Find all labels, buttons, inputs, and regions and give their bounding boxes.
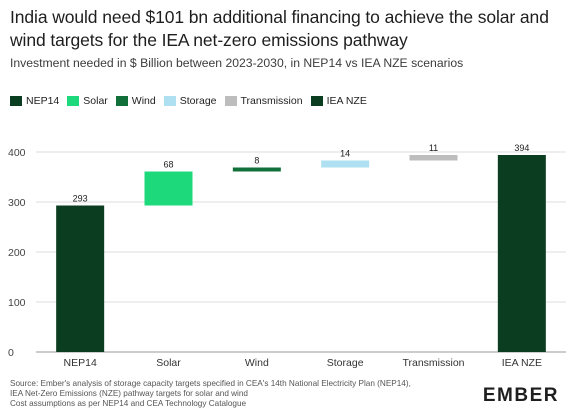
x-tick-label: Storage [327, 357, 364, 369]
legend-label: Wind [131, 95, 156, 107]
legend-swatch [163, 96, 176, 106]
bar-iea-nze [497, 155, 546, 352]
legend-item-4: Transmission [224, 95, 303, 107]
legend-item-3: Storage [163, 95, 217, 107]
legend-label: IEA NZE [326, 95, 367, 107]
chart-title: India would need $101 bn additional fina… [10, 7, 549, 50]
bar-nep14 [56, 205, 105, 352]
data-label: 8 [254, 156, 259, 166]
legend-swatch [115, 96, 128, 106]
ember-logo: EMBER [482, 385, 559, 406]
source-line-2: IEA Net-Zero Emissions (NZE) pathway tar… [10, 389, 248, 398]
source-line-3: Cost assumptions as per NEP14 and CEA Te… [10, 399, 247, 408]
y-tick-label: 300 [8, 197, 26, 209]
legend-label: Transmission [240, 95, 303, 107]
legend-label: Storage [179, 95, 217, 107]
chart-subtitle: Investment needed in $ Billion between 2… [10, 56, 464, 70]
legend-swatch [224, 96, 237, 106]
legend-swatch [67, 96, 80, 106]
bar-storage [321, 160, 370, 168]
legend-item-2: Wind [115, 95, 156, 107]
legend-item-0: NEP14 [10, 95, 59, 107]
y-tick-label: 400 [8, 147, 26, 159]
bar-solar [144, 171, 193, 206]
x-tick-label: IEA NZE [502, 357, 542, 369]
y-tick-label: 0 [8, 347, 14, 359]
x-tick-label: Solar [156, 357, 181, 369]
x-tick-label: Transmission [402, 357, 464, 369]
bar-transmission [409, 155, 458, 161]
x-tick-label: Wind [245, 357, 269, 369]
legend-swatch [310, 96, 323, 106]
data-label: 68 [163, 160, 173, 170]
legend-label: NEP14 [26, 95, 60, 107]
x-tick-label: NEP14 [64, 357, 97, 369]
bar-wind [232, 167, 281, 172]
source-line-1: Source: Ember's analysis of storage capa… [10, 379, 411, 388]
data-label: 14 [340, 149, 350, 159]
source-note: Source: Ember's analysis of storage capa… [10, 379, 450, 409]
legend-swatch [10, 96, 22, 106]
data-label: 293 [73, 194, 88, 204]
data-label: 394 [514, 143, 529, 153]
legend-item-5: IEA NZE [310, 95, 367, 107]
y-tick-label: 100 [8, 297, 26, 309]
chart-legend: NEP14 Solar Wind Storage Transmission IEA NZE [10, 94, 375, 108]
y-tick-label: 200 [8, 247, 26, 259]
legend-item-1: Solar [67, 95, 108, 107]
legend-label: Solar [83, 95, 108, 107]
data-label: 11 [429, 143, 438, 153]
